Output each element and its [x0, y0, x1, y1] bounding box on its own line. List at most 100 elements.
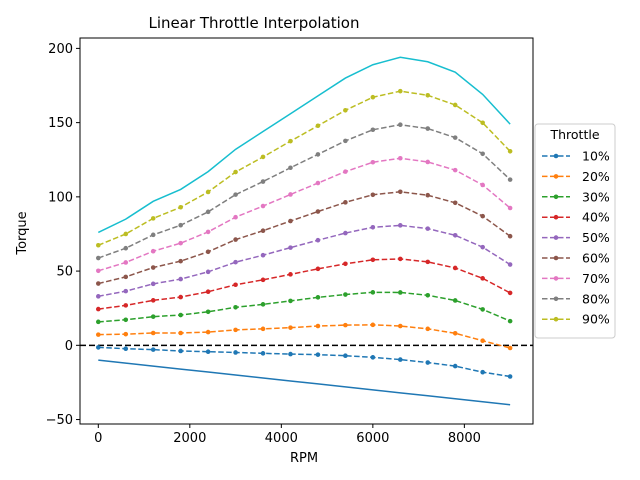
series-point-40: [260, 277, 266, 283]
series-point-60: [150, 265, 156, 270]
series-point-40: [480, 276, 485, 281]
series-point-90: [315, 123, 321, 129]
series-point-60: [507, 233, 513, 239]
series-point-10: [260, 351, 266, 356]
series-point-30: [398, 290, 403, 295]
series-point-40: [425, 259, 431, 265]
series-line-80: [98, 123, 511, 259]
series-point-60: [343, 200, 348, 205]
series-point-20: [452, 330, 458, 336]
series-line-40: [98, 258, 511, 310]
series-point-40: [370, 257, 376, 263]
series-point-20: [507, 345, 513, 351]
series-point-10: [398, 357, 403, 362]
series-point-10: [205, 349, 211, 354]
series-point-80: [425, 126, 431, 131]
series-point-60: [233, 237, 238, 242]
series-point-40: [288, 272, 293, 277]
series-point-50: [288, 245, 293, 250]
series-point-80: [123, 245, 129, 251]
series-point-40: [205, 289, 211, 295]
series-point-10: [507, 374, 513, 379]
series-point-60: [398, 189, 403, 195]
series-line-70: [98, 157, 511, 272]
series-point-80: [315, 152, 321, 157]
series-point-70: [452, 167, 458, 173]
series-point-70: [233, 214, 238, 220]
series-point-80: [507, 177, 513, 182]
series-point-30: [507, 318, 513, 324]
series-point-40: [343, 261, 348, 267]
legend-marker-80: [553, 296, 559, 302]
legend-title: Throttle: [549, 127, 599, 142]
series-point-90: [398, 88, 403, 94]
series-point-10: [425, 360, 431, 365]
x-axis-label: RPM: [290, 451, 318, 466]
series-point-50: [398, 223, 403, 228]
max-torque-line: [97, 56, 511, 234]
series-point-30: [123, 317, 129, 323]
x-tick-label: 6000: [356, 431, 389, 446]
series-point-50: [315, 237, 321, 243]
x-tick-label: 2000: [173, 431, 206, 446]
legend-marker-10: [553, 153, 559, 159]
series-point-10: [233, 350, 238, 355]
series-point-30: [425, 292, 431, 298]
series-point-70: [343, 169, 348, 174]
series-point-10: [150, 347, 156, 352]
series-point-80: [370, 127, 376, 133]
series-point-90: [452, 102, 458, 108]
y-tick-label: 50: [56, 265, 73, 280]
series-point-60: [96, 281, 101, 286]
series-point-40: [233, 282, 238, 288]
series-point-60: [370, 192, 376, 198]
series-point-80: [398, 122, 403, 128]
series-point-70: [370, 159, 376, 165]
series-point-70: [178, 240, 183, 246]
series-point-50: [178, 276, 183, 282]
legend-marker-70: [553, 276, 559, 281]
series-point-20: [96, 332, 101, 337]
series-point-40: [452, 265, 458, 271]
series-point-30: [288, 298, 293, 304]
series-point-40: [150, 298, 156, 303]
series-line-30: [98, 291, 511, 323]
series-point-50: [507, 262, 513, 267]
series-point-70: [398, 155, 403, 161]
series-point-20: [315, 323, 321, 329]
series-point-60: [425, 192, 431, 198]
series-point-90: [260, 154, 266, 160]
series-point-90: [233, 169, 238, 175]
series-point-30: [205, 309, 211, 315]
series-point-60: [288, 218, 293, 224]
x-tick-label: 8000: [448, 431, 481, 446]
series-point-90: [123, 231, 129, 237]
series-point-70: [315, 180, 321, 186]
series-line-10: [98, 346, 511, 378]
series-point-40: [315, 266, 321, 272]
series-point-80: [452, 135, 458, 140]
series-point-70: [123, 260, 129, 265]
series-point-90: [507, 148, 513, 154]
legend-label-90: 90%: [582, 312, 610, 327]
axes-frame: [79, 37, 534, 425]
series-point-70: [96, 268, 101, 274]
series-point-50: [343, 230, 348, 236]
series-point-80: [96, 255, 101, 261]
series-point-50: [260, 252, 266, 258]
series-point-60: [480, 213, 485, 219]
series-point-10: [315, 352, 321, 357]
series-point-30: [370, 290, 376, 295]
series-point-80: [343, 138, 348, 144]
series-point-30: [260, 302, 266, 307]
series-line-50: [98, 224, 511, 298]
y-tick-label: −50: [46, 413, 73, 428]
series-point-10: [178, 348, 183, 354]
series-point-30: [233, 305, 238, 310]
series-point-30: [452, 298, 458, 303]
series-point-90: [370, 94, 376, 100]
series-point-50: [452, 233, 458, 238]
series-point-60: [315, 209, 321, 214]
